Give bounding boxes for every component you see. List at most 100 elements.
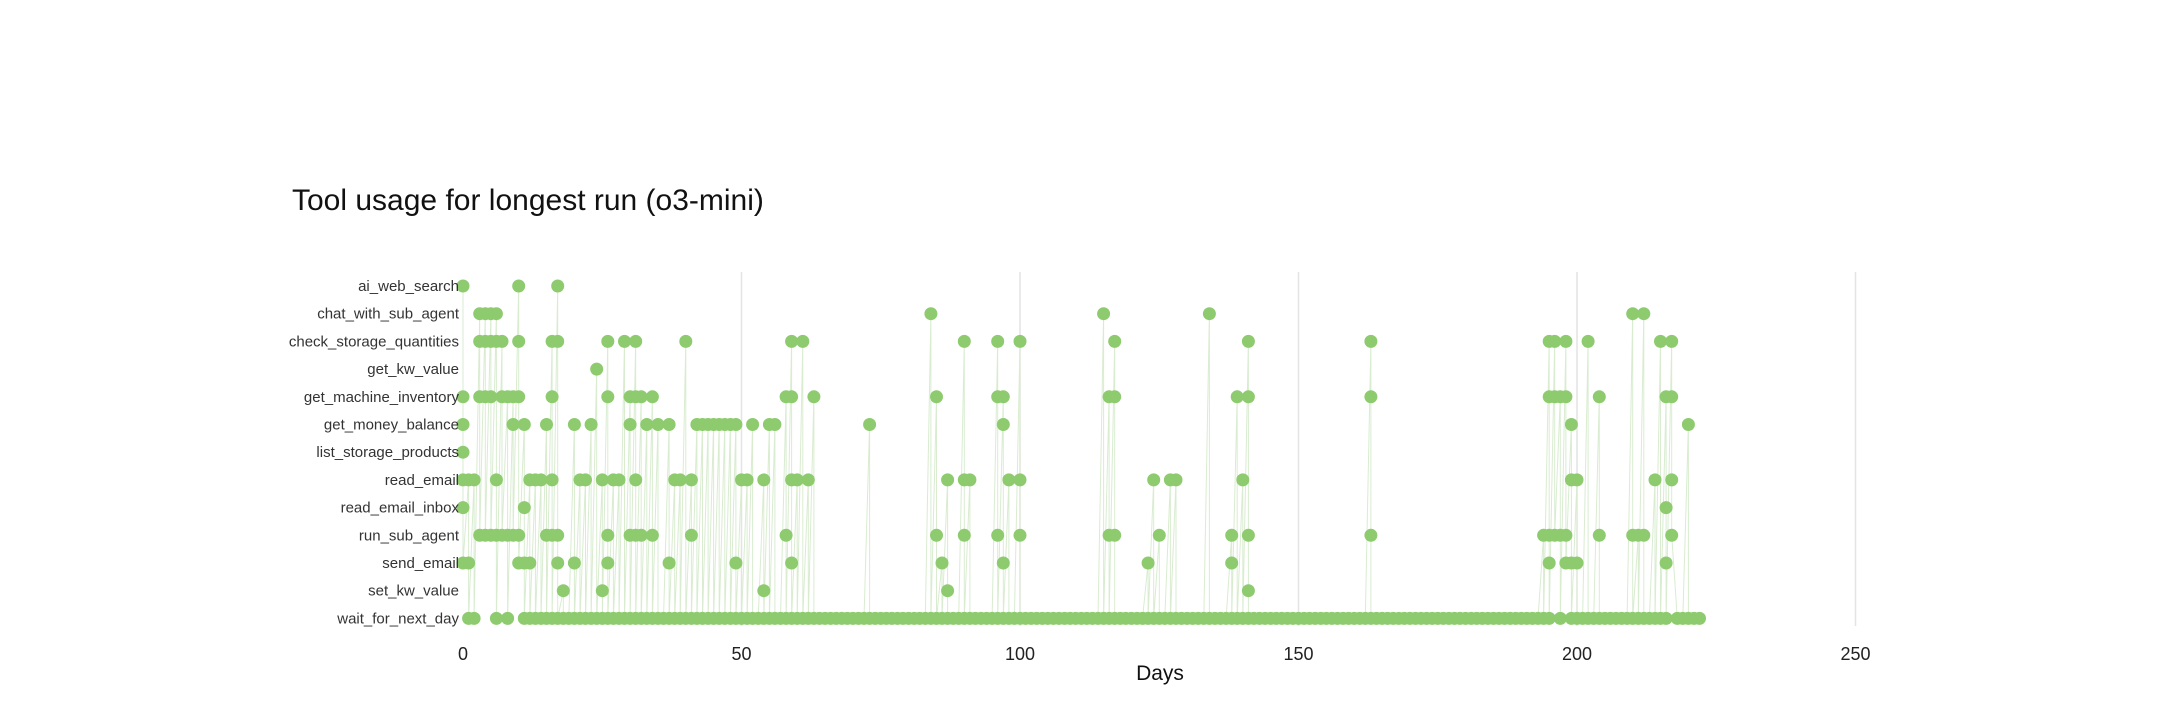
data-point-get_machine_inventory — [996, 390, 1010, 404]
x-tick-label: 50 — [731, 644, 751, 664]
data-point-read_email — [1648, 473, 1662, 487]
x-tick-label: 200 — [1562, 644, 1592, 664]
data-point-get_money_balance — [517, 418, 531, 431]
data-point-check_storage_quantities — [796, 334, 810, 348]
data-point-send_email — [996, 556, 1010, 570]
data-point-run_sub_agent — [779, 528, 793, 542]
data-point-check_storage_quantities — [1364, 334, 1378, 348]
data-point-read_email — [579, 473, 592, 487]
y-tick-label: check_storage_quantities — [289, 333, 459, 350]
data-point-check_storage_quantities — [1241, 334, 1255, 348]
data-point-wait_for_next_day — [1553, 611, 1567, 625]
data-point-send_email — [935, 556, 949, 570]
x-tick-label: 150 — [1283, 644, 1313, 664]
data-point-send_email — [1659, 556, 1673, 570]
data-point-send_email — [662, 556, 676, 570]
data-point-run_sub_agent — [1225, 528, 1239, 542]
data-point-check_storage_quantities — [1654, 334, 1667, 348]
x-axis-label: Days — [1136, 662, 1184, 685]
chart-title: Tool usage for longest run (o3-mini) — [292, 184, 764, 217]
data-point-run_sub_agent — [634, 528, 648, 542]
x-tick-label: 100 — [1005, 644, 1035, 664]
data-point-run_sub_agent — [1559, 528, 1573, 542]
data-point-check_storage_quantities — [551, 334, 565, 348]
data-point-run_sub_agent — [1637, 528, 1651, 542]
data-point-run_sub_agent — [957, 528, 971, 542]
data-point-check_storage_quantities — [1108, 334, 1122, 348]
data-point-read_email — [545, 473, 559, 487]
data-point-read_email_inbox — [456, 501, 470, 515]
data-point-run_sub_agent — [1013, 528, 1027, 542]
data-point-get_money_balance — [584, 418, 598, 431]
data-point-read_email — [612, 473, 626, 487]
data-point-read_email — [941, 473, 955, 487]
data-point-check_storage_quantities — [512, 334, 526, 348]
data-point-read_email_inbox — [1659, 501, 1673, 515]
data-point-run_sub_agent — [991, 528, 1005, 542]
data-point-get_money_balance — [1564, 418, 1578, 431]
data-point-wait_for_next_day — [1659, 611, 1673, 625]
data-point-read_email — [963, 473, 977, 487]
data-point-send_email — [601, 556, 615, 570]
data-point-read_email — [757, 473, 771, 487]
data-point-read_email_inbox — [517, 501, 531, 515]
data-point-read_email — [1236, 473, 1250, 487]
data-point-run_sub_agent — [1364, 528, 1378, 542]
event-sequence-line — [462, 285, 1700, 619]
data-point-run_sub_agent — [930, 528, 943, 542]
data-point-read_email — [1169, 473, 1183, 487]
data-point-send_email — [1225, 556, 1239, 570]
connector-lines — [462, 285, 1700, 619]
data-point-wait_for_next_day — [501, 611, 515, 625]
data-point-check_storage_quantities — [957, 334, 971, 348]
data-point-chat_with_sub_agent — [1637, 307, 1651, 321]
data-point-ai_web_search — [512, 279, 526, 293]
data-point-get_machine_inventory — [1108, 390, 1122, 404]
data-point-read_email — [740, 473, 754, 487]
data-point-get_machine_inventory — [1592, 390, 1606, 404]
y-tick-label: read_email_inbox — [341, 500, 460, 517]
data-points — [456, 279, 1706, 625]
data-point-read_email — [595, 473, 609, 487]
data-point-read_email — [684, 473, 698, 487]
data-point-check_storage_quantities — [1665, 334, 1679, 348]
data-point-get_machine_inventory — [1665, 390, 1679, 404]
data-point-send_email — [567, 556, 581, 570]
data-point-run_sub_agent — [512, 528, 526, 542]
y-tick-label: get_money_balance — [324, 417, 459, 434]
data-point-get_money_balance — [729, 418, 743, 431]
data-point-send_email — [785, 556, 799, 570]
data-point-get_money_balance — [662, 418, 676, 431]
data-point-read_email — [1013, 473, 1027, 487]
data-point-read_email — [790, 473, 804, 487]
data-point-get_machine_inventory — [1559, 390, 1573, 404]
data-point-get_money_balance — [640, 418, 654, 431]
data-point-chat_with_sub_agent — [1202, 307, 1216, 321]
data-point-run_sub_agent — [601, 528, 615, 542]
data-point-check_storage_quantities — [495, 334, 509, 348]
data-point-get_money_balance — [651, 418, 665, 431]
data-point-run_sub_agent — [551, 528, 565, 542]
data-point-get_money_balance — [768, 418, 782, 431]
data-point-check_storage_quantities — [618, 334, 631, 348]
data-point-get_kw_value — [590, 362, 604, 376]
data-point-set_kw_value — [595, 584, 609, 598]
data-point-get_machine_inventory — [930, 390, 943, 404]
data-point-get_machine_inventory — [645, 390, 659, 404]
data-point-get_money_balance — [540, 418, 553, 431]
data-point-check_storage_quantities — [679, 334, 693, 348]
data-point-set_kw_value — [556, 584, 570, 598]
y-tick-label: ai_web_search — [358, 278, 459, 295]
data-point-get_machine_inventory — [1364, 390, 1378, 404]
data-point-run_sub_agent — [1108, 528, 1122, 542]
data-point-ai_web_search — [456, 279, 470, 293]
data-point-check_storage_quantities — [991, 334, 1005, 348]
y-tick-label: wait_for_next_day — [336, 610, 459, 627]
data-point-read_email — [1570, 473, 1584, 487]
y-tick-label: get_kw_value — [367, 361, 459, 378]
data-point-run_sub_agent — [1241, 528, 1255, 542]
data-point-set_kw_value — [757, 584, 771, 598]
data-point-set_kw_value — [941, 584, 955, 598]
data-point-read_email — [467, 473, 481, 487]
